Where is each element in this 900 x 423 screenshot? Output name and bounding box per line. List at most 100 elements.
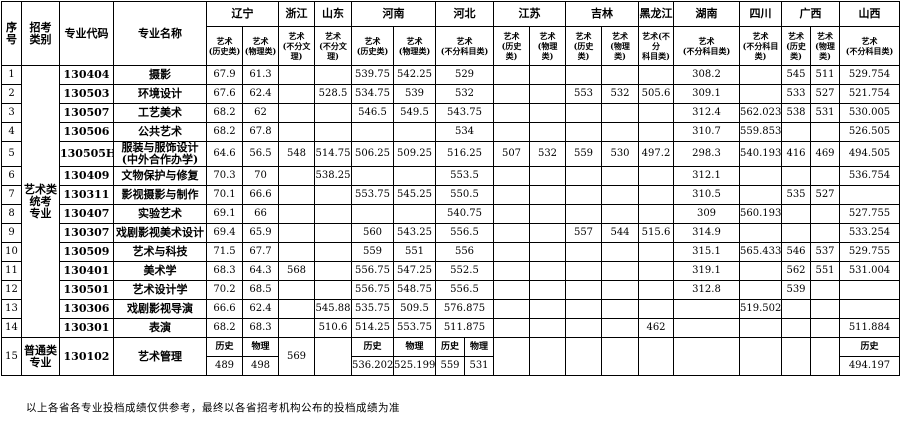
general-row-values: 489 498 536.202 525.199 559 531 494.197	[2, 356, 900, 376]
score-cell	[781, 318, 811, 338]
score-cell	[781, 204, 811, 224]
major-code: 130102	[59, 337, 114, 376]
score-cell: 534.75	[351, 84, 394, 104]
score-cell	[601, 280, 639, 300]
score-cell	[565, 299, 602, 319]
score-cell: 529	[435, 65, 494, 85]
score-cell	[601, 185, 639, 205]
score-cell: 556.5	[435, 223, 494, 243]
row-index: 1	[1, 65, 22, 85]
major-name: 实验艺术	[113, 204, 207, 224]
score-cell	[565, 103, 602, 123]
data-row: 1 艺术类 统考 专业 130404 摄影 67.9 61.3 539.75 542.25 52…	[1, 65, 900, 338]
column-header: 专业名称	[113, 1, 207, 66]
score-cell: 528.5	[314, 84, 352, 104]
province-header: 广西	[781, 1, 840, 27]
score-cell: 509.5	[393, 299, 436, 319]
subject-label: 历史	[839, 337, 900, 357]
score-cell	[638, 299, 674, 319]
score-cell	[839, 299, 900, 319]
row-index: 15	[1, 337, 22, 376]
score-cell: 519.502	[739, 299, 782, 319]
score-cell: 551	[393, 242, 436, 262]
major-name: 戏剧影视美术设计	[113, 223, 207, 243]
major-name: 戏剧影视导演	[113, 299, 207, 319]
subject-label: 历史	[206, 337, 243, 357]
score-cell: 551	[810, 261, 840, 281]
column-header: 序 号	[1, 1, 22, 66]
score-cell	[638, 261, 674, 281]
score-cell	[529, 204, 566, 224]
major-code: 130306	[59, 299, 114, 319]
subheader: 艺术 (不分文理)	[278, 26, 315, 66]
data-row: 2 130503 环境设计 67.6 62.4 528.5 534.75 539 532 553 5…	[1, 84, 900, 104]
score-cell: 553	[565, 84, 602, 104]
score-cell	[529, 318, 566, 338]
category-cell: 普通类 专业	[21, 337, 60, 376]
score-cell	[493, 84, 530, 104]
data-row: 8 130407 实验艺术 69.1 66 540.75 309 560.193 527.755	[1, 204, 900, 224]
subheader: 艺术 (不分科目类)	[435, 26, 494, 66]
score-cell: 62	[242, 103, 279, 123]
score-cell	[638, 280, 674, 300]
data-row: 9 130307 戏剧影视美术设计 69.4 65.9 560 543.25 556.5 557…	[1, 223, 900, 243]
score-cell	[493, 103, 530, 123]
province-header: 山西	[839, 1, 900, 27]
major-code: 130401	[59, 261, 114, 281]
score-cell: 556.75	[351, 280, 394, 300]
subheader: 艺术 (物理 类)	[810, 26, 840, 66]
score-cell: 565.433	[739, 242, 782, 262]
data-row: 12 130501 艺术设计学 70.2 68.5 556.75 548.75 556.5 31…	[1, 280, 900, 300]
score-cell: 536.202	[351, 356, 394, 376]
score-cell	[314, 223, 352, 243]
score-cell	[781, 166, 811, 186]
score-cell	[529, 261, 566, 281]
score-cell: 511	[810, 65, 840, 85]
score-cell: 70	[242, 166, 279, 186]
major-name: 艺术管理	[113, 337, 207, 376]
score-cell	[810, 337, 840, 376]
score-cell	[839, 185, 900, 205]
score-cell: 68.2	[206, 103, 243, 123]
score-cell	[638, 242, 674, 262]
score-cell	[529, 223, 566, 243]
score-cell	[601, 261, 639, 281]
subheader: 艺术 (历史类)	[351, 26, 394, 66]
score-cell	[810, 299, 840, 319]
province-header: 山东	[314, 1, 352, 27]
score-cell: 69.1	[206, 204, 243, 224]
major-code: 130409	[59, 166, 114, 186]
score-cell: 505.6	[638, 84, 674, 104]
score-cell: 548.75	[393, 280, 436, 300]
score-cell	[739, 166, 782, 186]
score-cell: 545.25	[393, 185, 436, 205]
score-cell: 69.4	[206, 223, 243, 243]
score-cell: 559	[435, 356, 465, 376]
score-cell: 539.75	[351, 65, 394, 85]
score-cell	[810, 280, 840, 300]
score-cell: 553.75	[351, 185, 394, 205]
data-row: 4 130506 公共艺术 68.2 67.8 534 310.7 559.853 526.50…	[1, 122, 900, 142]
score-cell: 534	[435, 122, 494, 142]
score-cell	[638, 185, 674, 205]
score-cell: 530	[601, 141, 639, 167]
major-name: 摄影	[113, 65, 207, 85]
row-index: 10	[1, 242, 22, 262]
score-cell: 64.6	[206, 141, 243, 167]
score-cell	[314, 261, 352, 281]
score-cell: 527.755	[839, 204, 900, 224]
score-cell	[673, 299, 740, 319]
major-name: 公共艺术	[113, 122, 207, 142]
score-cell: 545	[781, 65, 811, 85]
score-cell: 553.75	[393, 318, 436, 338]
score-cell: 531	[810, 103, 840, 123]
province-header: 江苏	[493, 1, 566, 27]
score-cell	[493, 318, 530, 338]
score-cell: 511.884	[839, 318, 900, 338]
row-index: 8	[1, 204, 22, 224]
province-header: 河南	[351, 1, 436, 27]
score-cell	[638, 65, 674, 85]
score-cell: 521.754	[839, 84, 900, 104]
score-cell: 319.1	[673, 261, 740, 281]
score-cell: 312.4	[673, 103, 740, 123]
